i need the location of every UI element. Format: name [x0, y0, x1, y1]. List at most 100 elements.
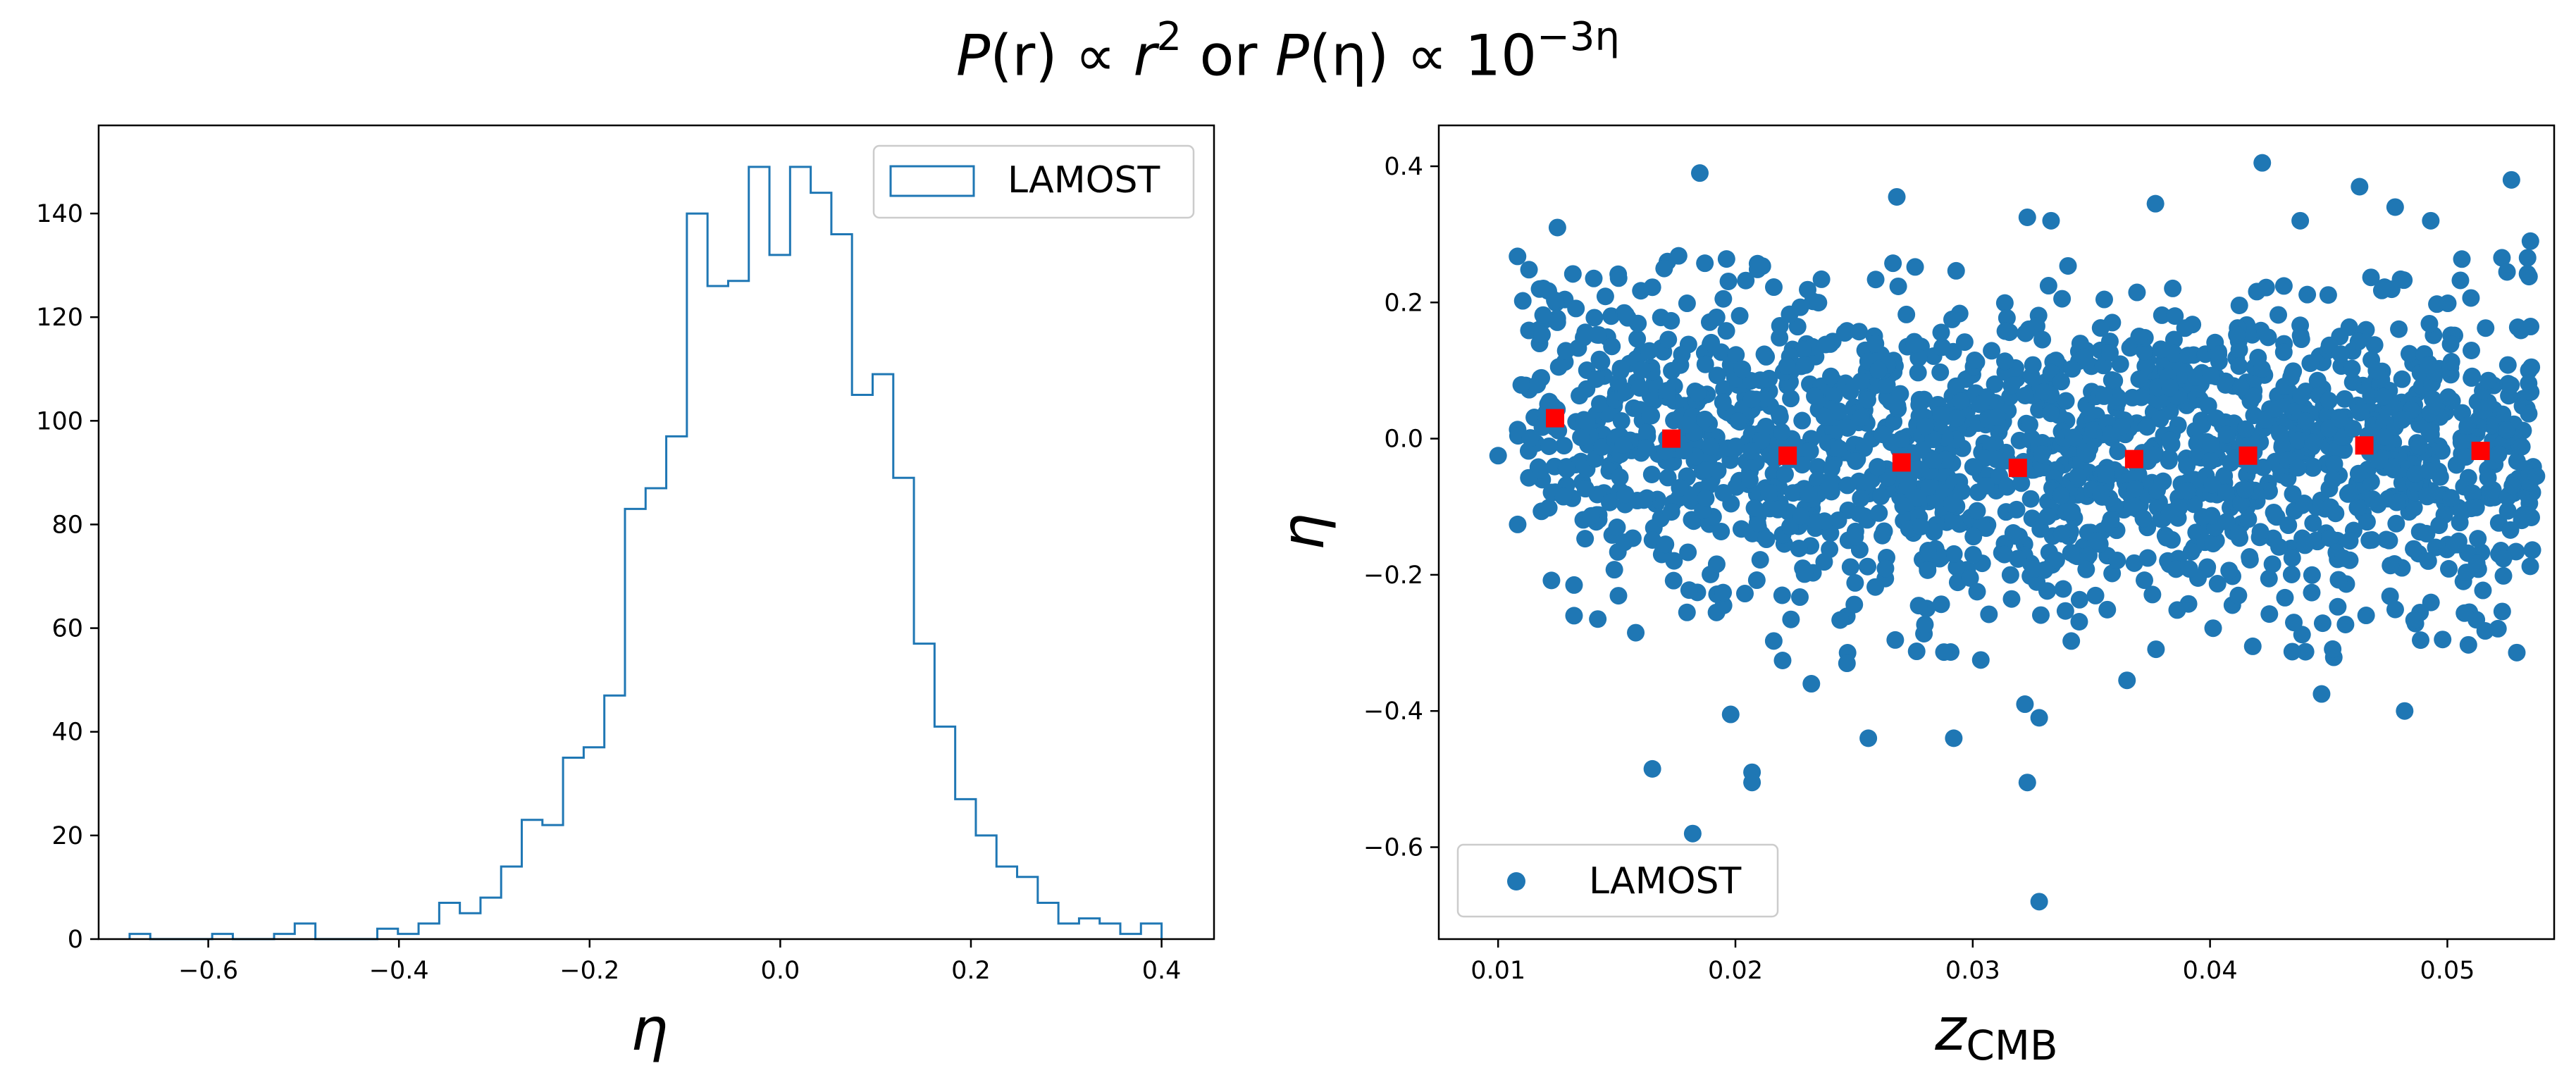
scatter-point: [2070, 590, 2088, 609]
scatter-point: [2087, 532, 2105, 550]
scatter-point: [1773, 652, 1792, 670]
scatter-point: [1773, 586, 1791, 604]
scatter-point: [1489, 447, 1507, 465]
scatter-point: [1678, 294, 1696, 313]
scatter-point: [1995, 545, 2014, 564]
scatter-point: [1944, 511, 1962, 530]
scatter-point: [2321, 529, 2339, 547]
scatter-point: [1635, 491, 1653, 509]
scatter-point: [1757, 530, 1776, 549]
scatter-point: [1976, 477, 1995, 495]
scatter-point: [2053, 290, 2072, 308]
scatter-point: [1830, 402, 1848, 421]
scatter-point: [2038, 582, 2056, 600]
scatter-point: [1643, 278, 1661, 297]
scatter-point: [1585, 269, 1603, 287]
scatter-point: [1894, 497, 1912, 515]
scatter-point: [1742, 390, 1761, 409]
scatter-point: [1629, 314, 1647, 333]
scatter-point: [2077, 560, 2095, 578]
scatter-point: [1696, 355, 1714, 373]
scatter-point: [1800, 485, 1818, 503]
scatter-point: [1950, 304, 1969, 323]
scatter-point: [2012, 474, 2031, 492]
scatter-point: [1717, 250, 1735, 268]
scatter-point: [2157, 528, 2176, 547]
scatter-point: [2236, 480, 2254, 499]
scatter-point: [2405, 499, 2423, 517]
scatter-point: [2343, 373, 2362, 391]
scatter-point: [1952, 482, 1971, 500]
scatter-point: [2033, 330, 2052, 349]
scatter-point: [2153, 306, 2171, 324]
scatter-point: [1712, 522, 1730, 540]
scatter-point: [1852, 489, 1870, 507]
scatter-point: [1971, 395, 1989, 414]
scatter-point: [2420, 462, 2438, 480]
scatter-point: [1983, 342, 2001, 360]
scatter-point: [1878, 375, 1896, 394]
scatter-point: [2422, 211, 2440, 230]
scatter-point: [1858, 390, 1876, 409]
scatter-point: [1933, 338, 1952, 356]
scatter-point: [2301, 354, 2320, 373]
scatter-point: [2283, 549, 2301, 567]
scatter-point: [1616, 485, 1635, 504]
scatter-point: [1886, 631, 1905, 649]
scatter-point: [1909, 364, 1927, 382]
scatter-point: [2057, 392, 2075, 410]
scatter-point: [2312, 685, 2331, 703]
x-tick-label: 0.05: [2420, 957, 2475, 985]
scatter-point: [1996, 322, 2014, 340]
scatter-point: [1815, 407, 1833, 426]
scatter-point: [2179, 347, 2197, 365]
x-tick-label: −0.2: [559, 957, 619, 985]
scatter-point: [2393, 411, 2411, 429]
scatter-point: [2168, 601, 2186, 619]
scatter-point: [2410, 437, 2429, 456]
scatter-point: [2396, 702, 2414, 720]
scatter-point: [2101, 344, 2119, 362]
scatter-point: [1876, 559, 1895, 578]
scatter-point: [2253, 154, 2272, 172]
scatter-point: [2289, 459, 2307, 477]
scatter-point: [1709, 461, 1727, 480]
scatter-point: [2210, 345, 2228, 364]
scatter-point: [2329, 571, 2348, 589]
scatter-point: [1802, 675, 1821, 693]
scatter-point: [1578, 412, 1596, 430]
scatter-point: [1609, 587, 1628, 605]
scatter-point: [1776, 465, 1794, 483]
scatter-point: [2092, 485, 2110, 503]
scatter-point: [1548, 313, 1566, 331]
scatter-point: [2367, 361, 2386, 380]
scatter-point: [1866, 271, 1885, 289]
scatter-point: [2260, 482, 2278, 500]
scatter-point: [2217, 513, 2236, 531]
scatter-point: [1771, 316, 1789, 335]
scatter-point: [1742, 442, 1761, 460]
scatter-point: [2427, 364, 2445, 382]
x-tick-label: 0.01: [1470, 957, 1525, 985]
scatter-point: [2362, 473, 2380, 491]
scatter-point: [1707, 603, 1726, 621]
scatter-point: [1737, 271, 1755, 290]
scatter-point: [2336, 390, 2354, 408]
legend-box: [1456, 843, 1779, 918]
scatter-point: [2515, 505, 2533, 523]
scatter-point: [2095, 290, 2113, 309]
scatter-point: [1931, 363, 1950, 381]
binned-mean-marker: [2355, 436, 2374, 455]
scatter-point: [2111, 355, 2129, 373]
scatter-point: [2521, 232, 2539, 250]
scatter-point: [1764, 632, 1783, 650]
x-tick-label: 0.2: [951, 957, 991, 985]
scatter-point: [2217, 375, 2235, 394]
scatter-point: [2161, 378, 2179, 397]
scatter-point: [2109, 442, 2127, 461]
scatter-point: [1815, 512, 1833, 530]
scatter-point: [1964, 458, 1983, 476]
figure-title: P(r) ∝ r2 or P(η) ∝ 10−3η: [955, 14, 1621, 89]
scatter-point: [1575, 328, 1593, 347]
scatter-point: [2462, 289, 2480, 307]
